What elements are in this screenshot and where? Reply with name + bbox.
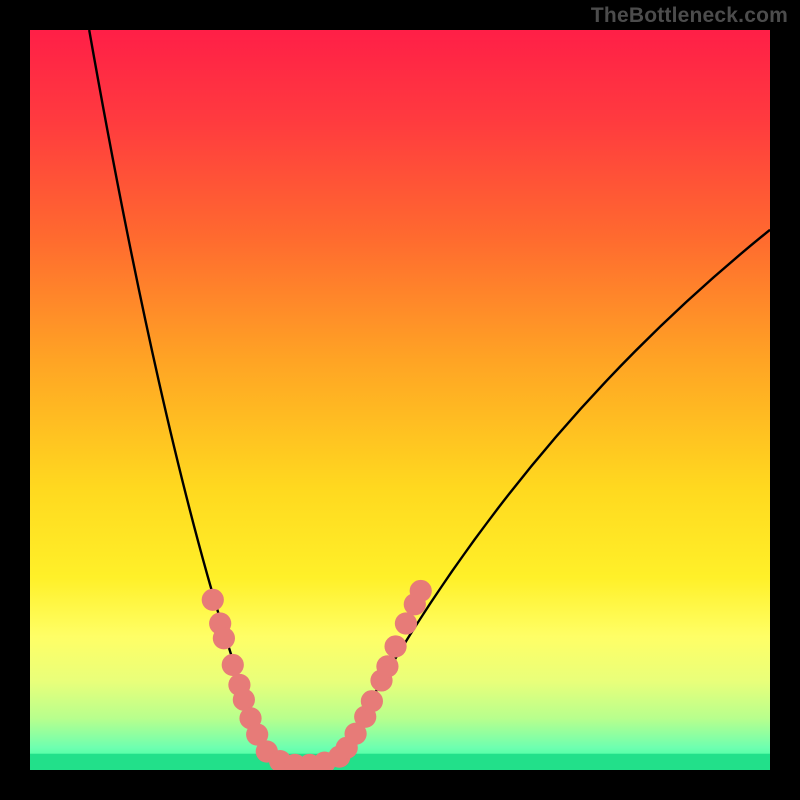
curve-dot: [222, 654, 244, 676]
bottleneck-curve-chart: [0, 0, 800, 800]
curve-dot: [361, 690, 383, 712]
curve-dot: [213, 627, 235, 649]
curve-dot: [395, 612, 417, 634]
curve-dot: [384, 635, 406, 657]
bottom-green-band: [30, 754, 770, 770]
chart-frame: TheBottleneck.com: [0, 0, 800, 800]
gradient-background: [30, 30, 770, 770]
watermark-text: TheBottleneck.com: [591, 4, 788, 28]
curve-dot: [410, 580, 432, 602]
curve-dot: [202, 589, 224, 611]
curve-dot: [376, 655, 398, 677]
